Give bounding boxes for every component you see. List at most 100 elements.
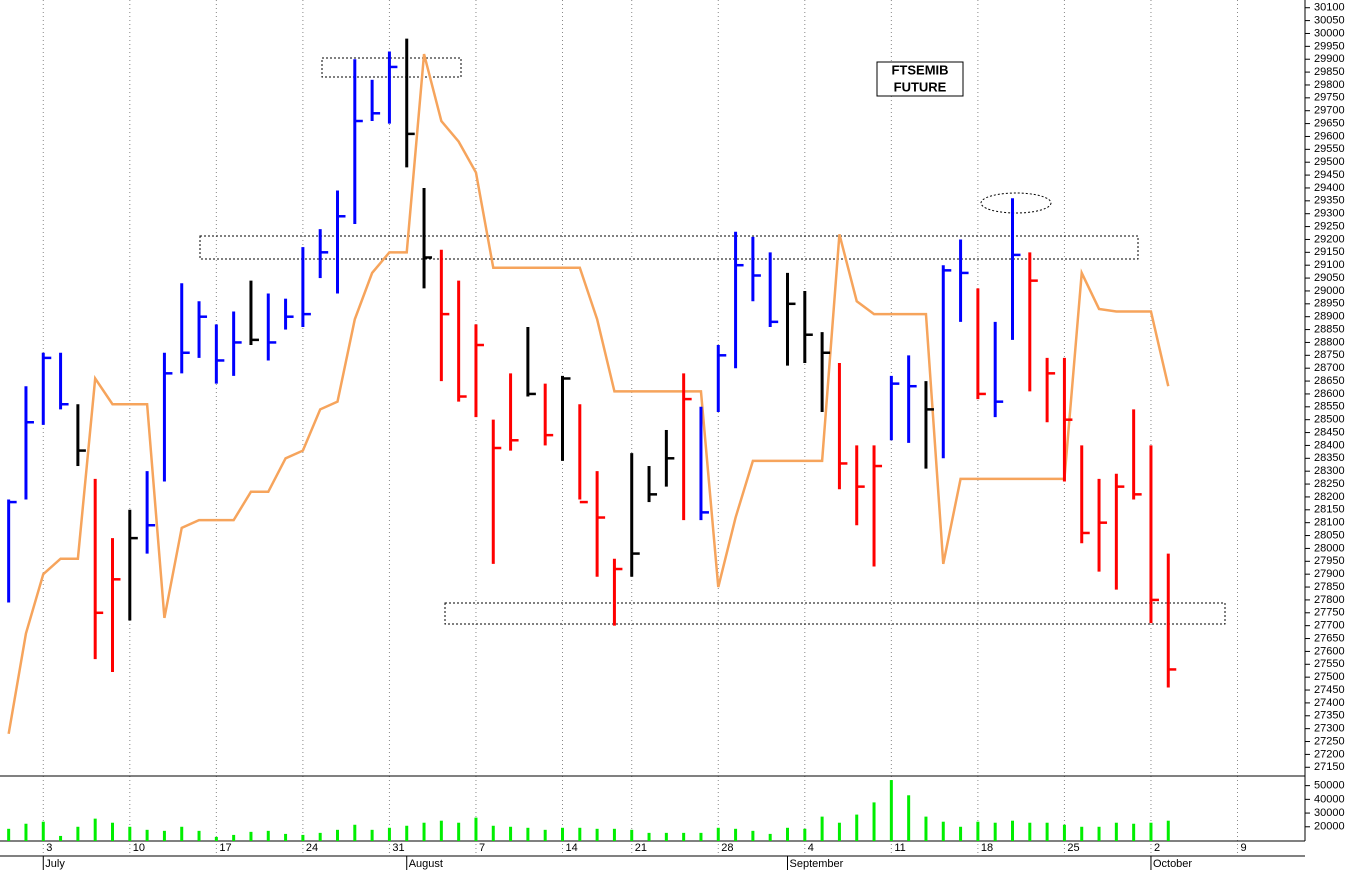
y-tick-label: 28750: [1314, 349, 1345, 361]
volume-bar: [768, 833, 772, 841]
volume-bar: [872, 802, 876, 841]
volume-bar: [924, 816, 928, 841]
volume-bar: [1166, 820, 1170, 841]
y-tick-label: 30000: [1314, 807, 1345, 819]
volume-bar: [664, 832, 668, 841]
y-tick-label: 28250: [1314, 478, 1345, 490]
volume-bar: [353, 824, 357, 841]
month-label: July: [45, 858, 65, 870]
y-tick-label: 29100: [1314, 259, 1345, 271]
x-tick-label: 10: [133, 842, 145, 854]
y-tick-label: 29700: [1314, 105, 1345, 117]
x-tick-label: 25: [1067, 842, 1079, 854]
y-tick-label: 29000: [1314, 285, 1345, 297]
y-tick-label: 29200: [1314, 233, 1345, 245]
y-tick-label: 27800: [1314, 594, 1345, 606]
y-tick-label: 28900: [1314, 311, 1345, 323]
volume-bar: [578, 827, 582, 841]
volume-bar: [318, 832, 322, 841]
x-tick-label: 9: [1241, 842, 1247, 854]
volume-bar: [595, 828, 599, 841]
y-tick-label: 27500: [1314, 671, 1345, 683]
resistance-box: [199, 235, 1139, 260]
y-tick-label: 29050: [1314, 272, 1345, 284]
x-tick-label: 2: [1154, 842, 1160, 854]
volume-bar: [561, 827, 564, 841]
volume-bar: [543, 829, 547, 841]
volume-bar: [786, 827, 789, 841]
x-tick-label: 18: [981, 842, 993, 854]
volume-bar: [24, 823, 28, 841]
y-tick-label: 28050: [1314, 529, 1345, 541]
volume-bar: [180, 826, 184, 841]
y-tick-label: 28350: [1314, 452, 1345, 464]
volume-bar: [7, 828, 11, 841]
y-tick-label: 28150: [1314, 504, 1345, 516]
volume-bar: [1080, 826, 1084, 841]
y-tick-label: 30100: [1314, 2, 1345, 14]
y-tick-label: 29800: [1314, 79, 1345, 91]
y-tick-label: 29350: [1314, 195, 1345, 207]
volume-bar: [1097, 826, 1101, 841]
y-tick-label: 27300: [1314, 723, 1345, 735]
y-tick-label: 27450: [1314, 684, 1345, 696]
volume-bar: [941, 821, 945, 841]
volume-bar: [474, 817, 478, 841]
y-tick-label: 27600: [1314, 645, 1345, 657]
chart-title: FTSEMIB: [891, 62, 948, 77]
volume-bar: [111, 822, 114, 841]
y-tick-label: 28300: [1314, 465, 1345, 477]
title-box: [876, 61, 964, 97]
volume-bar: [1062, 824, 1066, 841]
volume-bar: [232, 834, 236, 841]
highlight-ellipse: [980, 192, 1052, 214]
volume-bar: [1132, 823, 1136, 841]
x-tick-label: 11: [894, 842, 905, 854]
y-tick-label: 27700: [1314, 620, 1345, 632]
x-tick-label: 3: [46, 842, 52, 854]
y-tick-label: 29600: [1314, 130, 1345, 142]
y-tick-label: 29400: [1314, 182, 1345, 194]
y-tick-label: 28450: [1314, 426, 1345, 438]
y-tick-label: 29450: [1314, 169, 1345, 181]
y-tick-label: 28550: [1314, 401, 1345, 413]
volume-bar: [1045, 822, 1049, 841]
y-tick-label: 28400: [1314, 439, 1345, 451]
volume-bar: [803, 828, 807, 841]
volume-bar: [370, 829, 374, 841]
y-tick-label: 27750: [1314, 607, 1345, 619]
y-tick-label: 27150: [1314, 761, 1345, 773]
volume-bar: [820, 816, 824, 841]
y-tick-label: 28600: [1314, 388, 1345, 400]
volume-bar: [907, 795, 911, 841]
volume-bar: [1114, 822, 1118, 841]
y-tick-label: 27400: [1314, 697, 1345, 709]
volume-bar: [422, 822, 426, 841]
x-tick-label: 4: [808, 842, 814, 854]
y-tick-label: 29950: [1314, 40, 1345, 52]
y-tick-label: 30050: [1314, 15, 1345, 27]
volume-bar: [1011, 820, 1014, 841]
month-label: October: [1153, 858, 1192, 870]
y-tick-label: 29900: [1314, 53, 1345, 65]
y-tick-label: 50000: [1314, 780, 1345, 792]
volume-bar: [439, 820, 443, 841]
y-tick-label: 29850: [1314, 66, 1345, 78]
volume-bar: [976, 821, 980, 841]
y-tick-label: 28800: [1314, 336, 1345, 348]
volume-bar: [612, 828, 616, 841]
volume-bar: [837, 822, 841, 841]
volume-bar: [1028, 822, 1032, 841]
volume-bar: [249, 831, 253, 841]
y-tick-label: 29750: [1314, 92, 1345, 104]
x-tick-label: 7: [479, 842, 485, 854]
y-tick-label: 28850: [1314, 323, 1345, 335]
x-tick-label: 24: [306, 842, 318, 854]
volume-bar: [716, 827, 720, 841]
resistance-box: [321, 57, 462, 78]
y-tick-label: 27350: [1314, 710, 1345, 722]
y-tick-label: 28200: [1314, 491, 1345, 503]
volume-bar: [889, 780, 893, 841]
x-tick-label: 17: [219, 842, 231, 854]
